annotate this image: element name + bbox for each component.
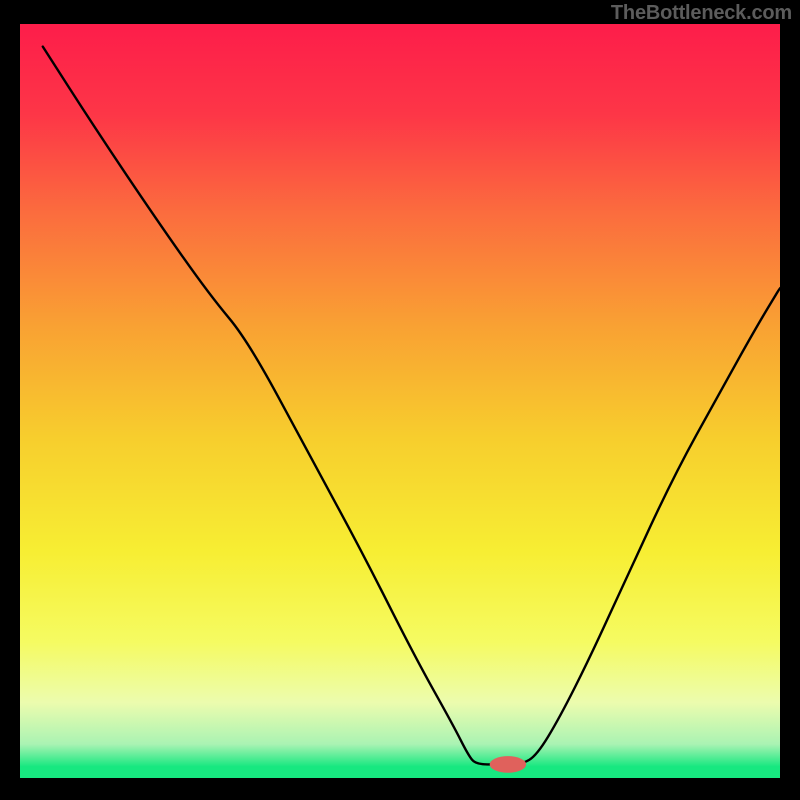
chart-container: TheBottleneck.com [0,0,800,800]
optimal-marker [490,756,526,773]
plot-area [20,24,780,778]
watermark-text: TheBottleneck.com [611,2,792,25]
gradient-background [20,24,780,778]
bottleneck-chart [20,24,780,778]
